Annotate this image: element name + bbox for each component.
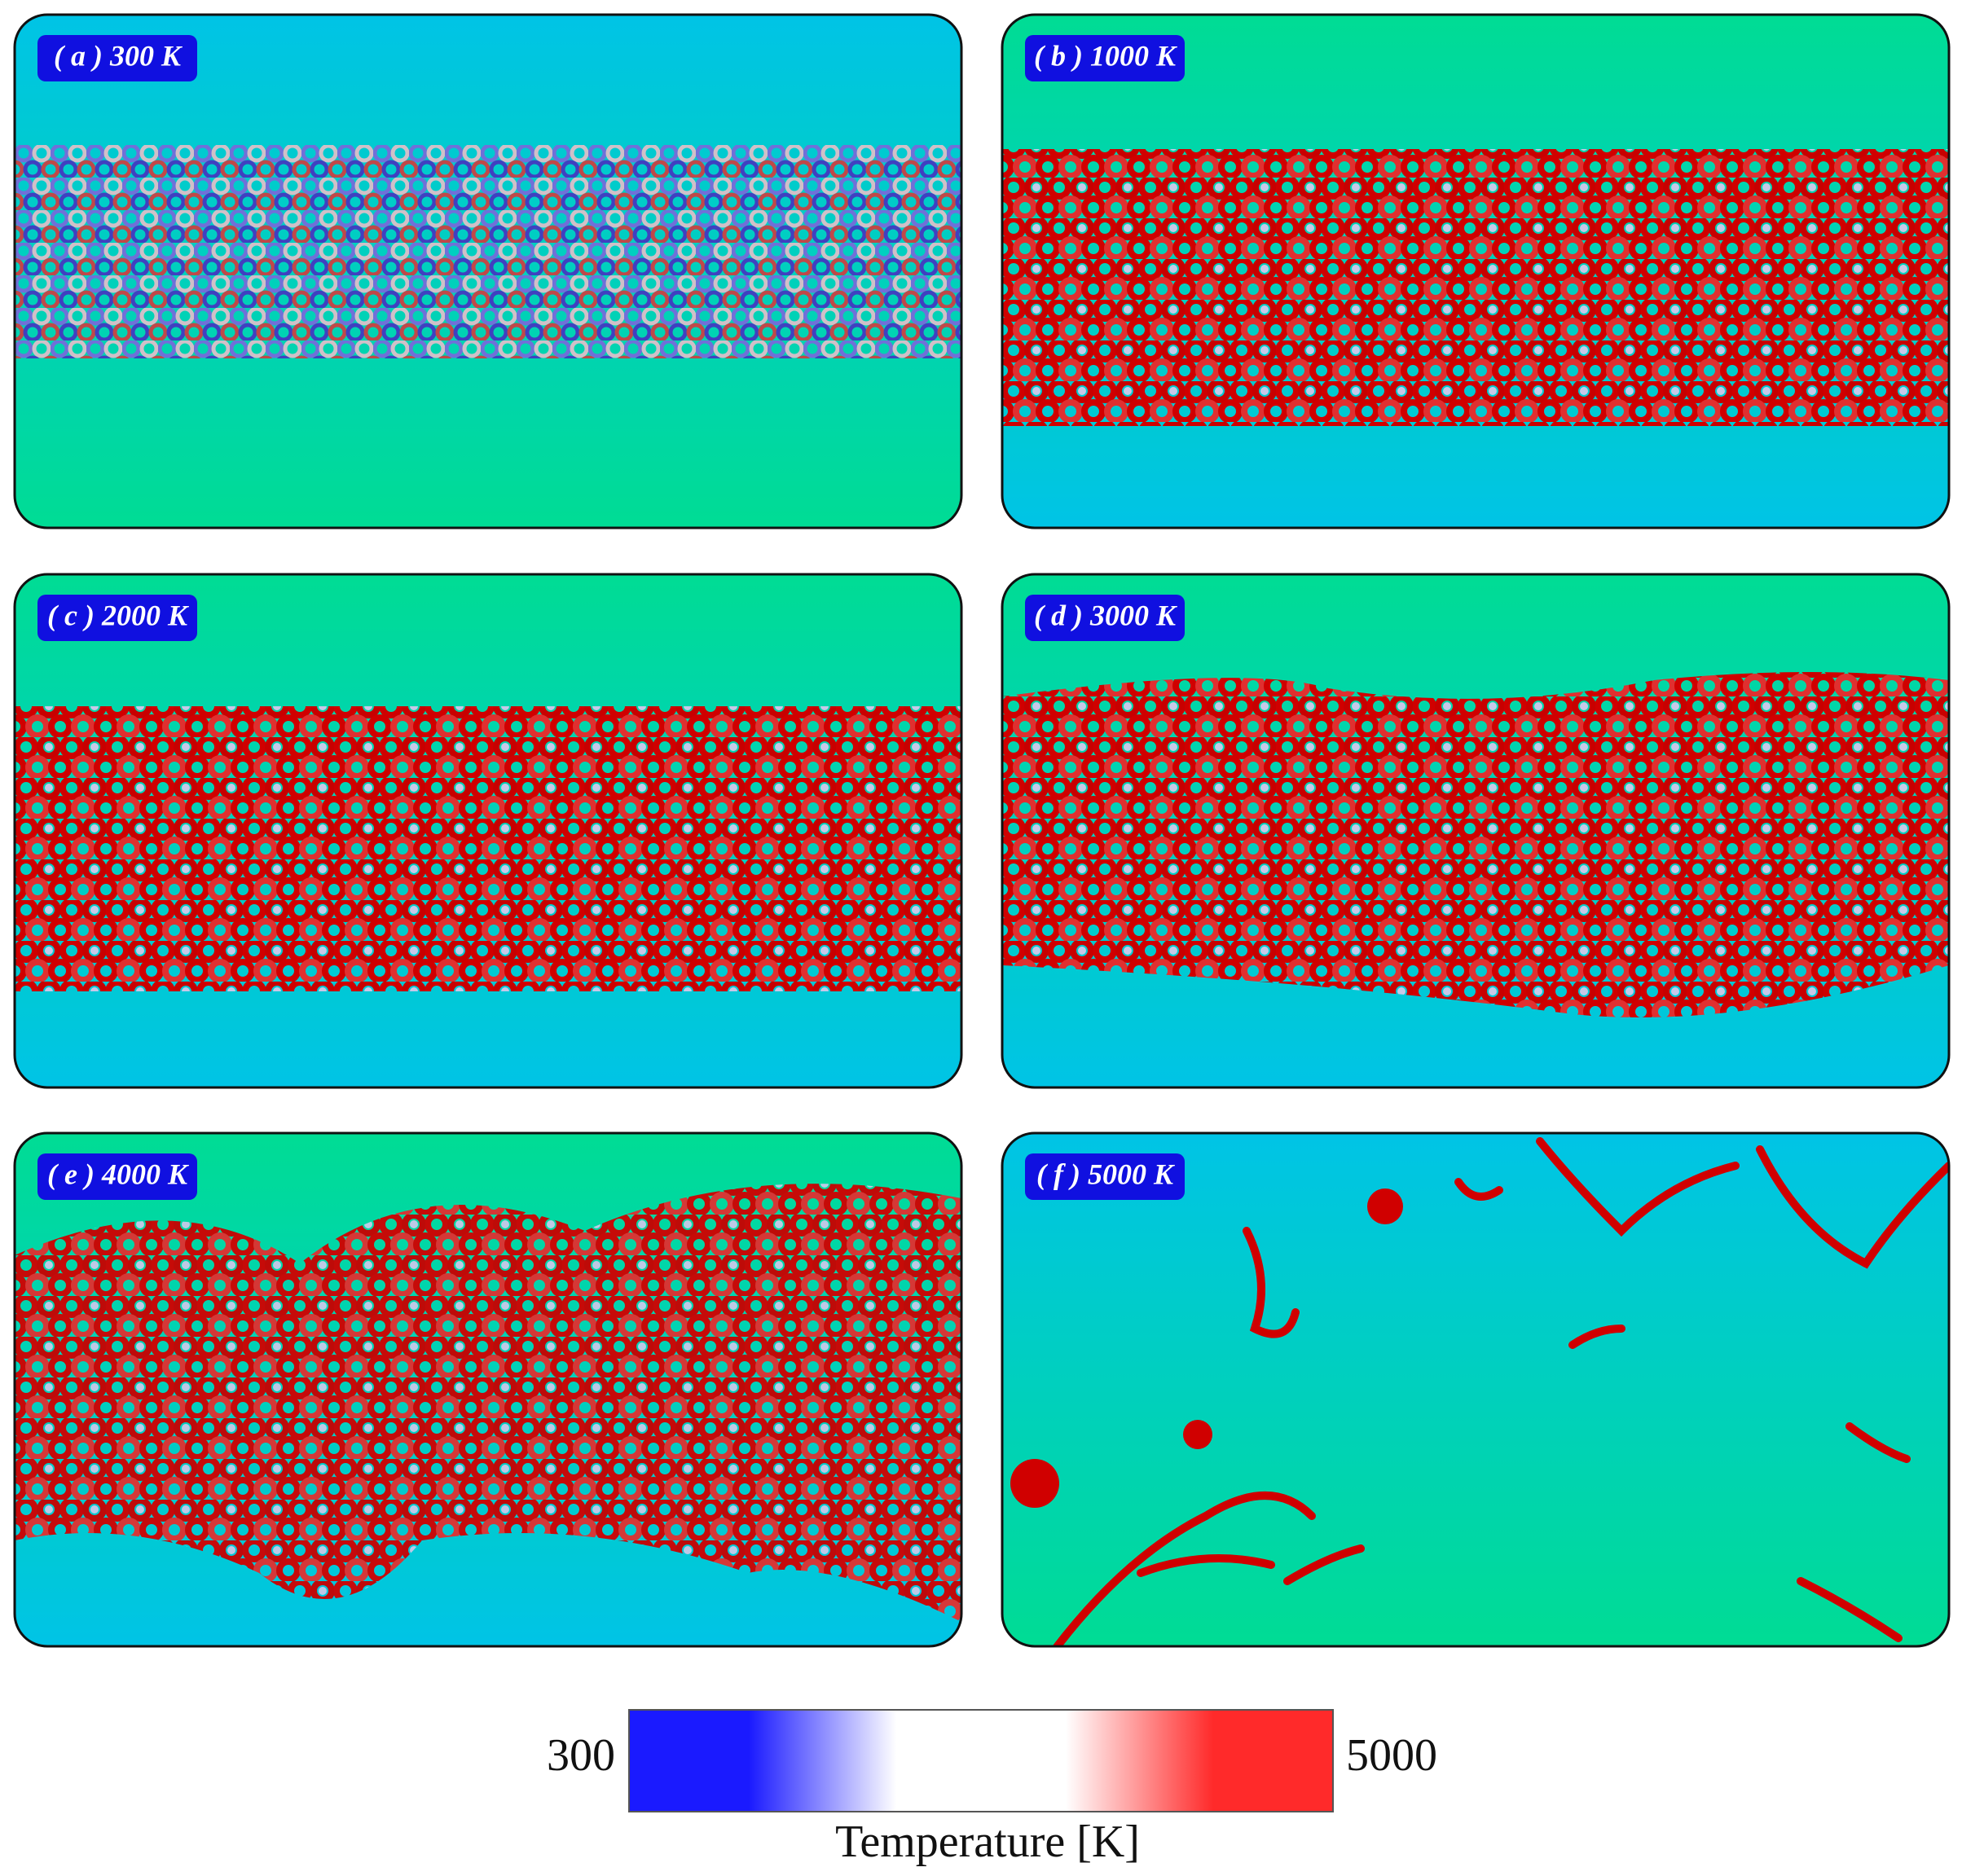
panel-label: ( f ) 5000 K xyxy=(1036,1158,1176,1190)
nanotube xyxy=(1002,149,1949,426)
panel: ( f ) 5000 K xyxy=(1001,1131,1951,1648)
panel-label: ( b ) 1000 K xyxy=(1034,39,1178,72)
nanotube xyxy=(15,706,961,991)
nanotube xyxy=(15,145,961,358)
fragments xyxy=(15,1184,961,1622)
colorbar-max: 5000 xyxy=(1346,1730,1437,1781)
colorbar xyxy=(628,1709,1334,1812)
panel-label: ( e ) 4000 K xyxy=(47,1158,190,1190)
panel: ( a ) 300 K xyxy=(13,13,963,529)
panel-label: ( c ) 2000 K xyxy=(47,599,190,631)
colorbar-title: Temperature [K] xyxy=(835,1817,1140,1867)
panel: ( c ) 2000 K xyxy=(13,573,963,1089)
panel-label: ( a ) 300 K xyxy=(54,39,183,72)
nanotube xyxy=(1002,672,1949,1017)
colorbar-min: 300 xyxy=(547,1730,615,1781)
panel: ( e ) 4000 K xyxy=(13,1131,963,1648)
panel: ( b ) 1000 K xyxy=(1001,13,1951,529)
panel: ( d ) 3000 K xyxy=(1001,573,1951,1089)
panel-label: ( d ) 3000 K xyxy=(1034,599,1178,631)
fragments xyxy=(1047,1137,1949,1646)
